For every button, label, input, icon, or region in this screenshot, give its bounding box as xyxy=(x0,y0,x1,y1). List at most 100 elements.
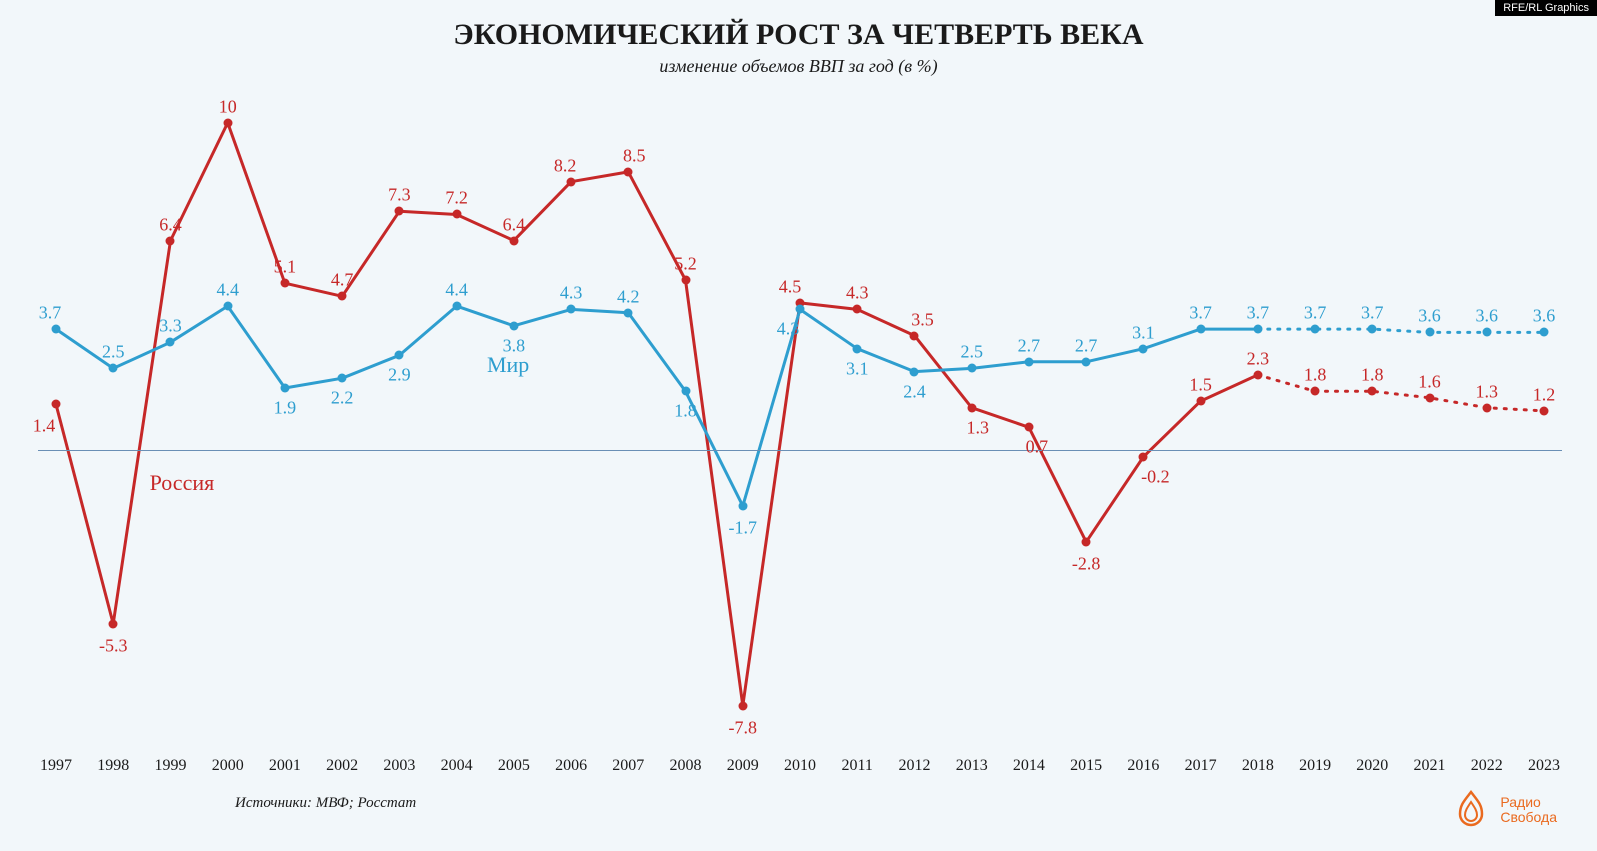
data-value-label: -0.2 xyxy=(1141,466,1170,487)
data-point xyxy=(567,305,576,314)
chart-container: RFE/RL Graphics ЭКОНОМИЧЕСКИЙ РОСТ ЗА ЧЕ… xyxy=(0,0,1597,851)
data-point xyxy=(1425,328,1434,337)
data-point xyxy=(1196,325,1205,334)
chart-subtitle: изменение объемов ВВП за год (в %) xyxy=(0,56,1597,77)
data-value-label: 4.3 xyxy=(777,319,800,340)
data-value-label: 4.5 xyxy=(779,276,802,297)
data-value-label: 1.8 xyxy=(1361,365,1384,386)
data-point xyxy=(967,364,976,373)
data-point xyxy=(624,308,633,317)
data-value-label: 2.4 xyxy=(903,381,926,402)
data-value-label: 3.1 xyxy=(846,358,869,379)
data-point xyxy=(452,302,461,311)
data-point xyxy=(223,302,232,311)
plot-area: 1997199819992000200120022003200420052006… xyxy=(38,90,1562,745)
x-axis-year: 2018 xyxy=(1242,757,1274,775)
data-point xyxy=(910,331,919,340)
data-value-label: 3.1 xyxy=(1132,322,1155,343)
data-value-label: 1.9 xyxy=(274,398,297,419)
x-axis-year: 2022 xyxy=(1471,757,1503,775)
data-value-label: 0.7 xyxy=(1026,437,1049,458)
data-value-label: 5.1 xyxy=(274,257,297,278)
data-value-label: 2.7 xyxy=(1075,335,1098,356)
data-point xyxy=(1311,387,1320,396)
x-axis-year: 2011 xyxy=(842,757,873,775)
x-axis-year: 2012 xyxy=(898,757,930,775)
attribution-badge: RFE/RL Graphics xyxy=(1495,0,1597,16)
data-point xyxy=(738,501,747,510)
data-point xyxy=(509,236,518,245)
x-axis-year: 1997 xyxy=(40,757,72,775)
x-axis-year: 2015 xyxy=(1070,757,1102,775)
data-value-label: 4.3 xyxy=(560,283,583,304)
data-value-label: 4.4 xyxy=(445,280,468,301)
data-value-label: 8.5 xyxy=(623,145,646,166)
data-point xyxy=(338,374,347,383)
data-value-label: 4.3 xyxy=(846,283,869,304)
chart-lines xyxy=(38,90,1562,745)
logo-line2: Свобода xyxy=(1500,810,1557,825)
data-value-label: 1.3 xyxy=(966,417,989,438)
x-axis-year: 2005 xyxy=(498,757,530,775)
data-value-label: 3.7 xyxy=(1304,303,1327,324)
data-point xyxy=(738,701,747,710)
data-value-label: 3.7 xyxy=(1247,303,1270,324)
data-point xyxy=(910,367,919,376)
data-value-label: 7.3 xyxy=(388,185,411,206)
data-point xyxy=(1196,397,1205,406)
x-axis-year: 2020 xyxy=(1356,757,1388,775)
data-point xyxy=(1024,357,1033,366)
data-point xyxy=(338,292,347,301)
data-value-label: 3.6 xyxy=(1418,306,1441,327)
data-point xyxy=(1540,406,1549,415)
series-label-russia: Россия xyxy=(150,470,215,496)
data-point xyxy=(1311,325,1320,334)
data-point xyxy=(1482,403,1491,412)
x-axis-year: 2009 xyxy=(727,757,759,775)
data-point xyxy=(1139,452,1148,461)
data-point xyxy=(624,167,633,176)
data-point xyxy=(1139,344,1148,353)
data-point xyxy=(567,177,576,186)
x-axis-year: 2019 xyxy=(1299,757,1331,775)
data-point xyxy=(109,619,118,628)
data-value-label: 4.7 xyxy=(331,270,354,291)
data-value-label: 6.4 xyxy=(503,214,526,235)
data-value-label: -7.8 xyxy=(729,717,758,738)
x-axis-year: 2013 xyxy=(956,757,988,775)
data-value-label: 1.3 xyxy=(1476,381,1499,402)
data-point xyxy=(681,275,690,284)
data-value-label: 10 xyxy=(219,96,237,117)
chart-title: ЭКОНОМИЧЕСКИЙ РОСТ ЗА ЧЕТВЕРТЬ ВЕКА xyxy=(0,18,1597,52)
data-value-label: 1.8 xyxy=(674,401,697,422)
data-point xyxy=(52,400,61,409)
data-point xyxy=(1368,387,1377,396)
data-value-label: 7.2 xyxy=(445,188,468,209)
x-axis-year: 2008 xyxy=(670,757,702,775)
data-point xyxy=(1253,370,1262,379)
flame-icon xyxy=(1450,789,1492,831)
data-point xyxy=(681,387,690,396)
logo-line1: Радио xyxy=(1500,795,1557,810)
data-value-label: 6.4 xyxy=(159,214,182,235)
data-value-label: 3.7 xyxy=(39,303,62,324)
data-point xyxy=(967,403,976,412)
data-point xyxy=(166,338,175,347)
data-point xyxy=(1082,357,1091,366)
x-axis-year: 2010 xyxy=(784,757,816,775)
x-axis-year: 2001 xyxy=(269,757,301,775)
data-point xyxy=(166,236,175,245)
x-axis-year: 1998 xyxy=(97,757,129,775)
data-point xyxy=(1368,325,1377,334)
data-value-label: 1.4 xyxy=(33,416,56,437)
data-point xyxy=(280,279,289,288)
x-axis-year: 2003 xyxy=(383,757,415,775)
data-point xyxy=(452,210,461,219)
series-label-world: Мир xyxy=(487,352,529,378)
x-axis-year: 2014 xyxy=(1013,757,1045,775)
x-axis-year: 2021 xyxy=(1414,757,1446,775)
data-point xyxy=(1024,423,1033,432)
data-point xyxy=(280,384,289,393)
x-axis-year: 2002 xyxy=(326,757,358,775)
data-value-label: 4.4 xyxy=(216,280,239,301)
